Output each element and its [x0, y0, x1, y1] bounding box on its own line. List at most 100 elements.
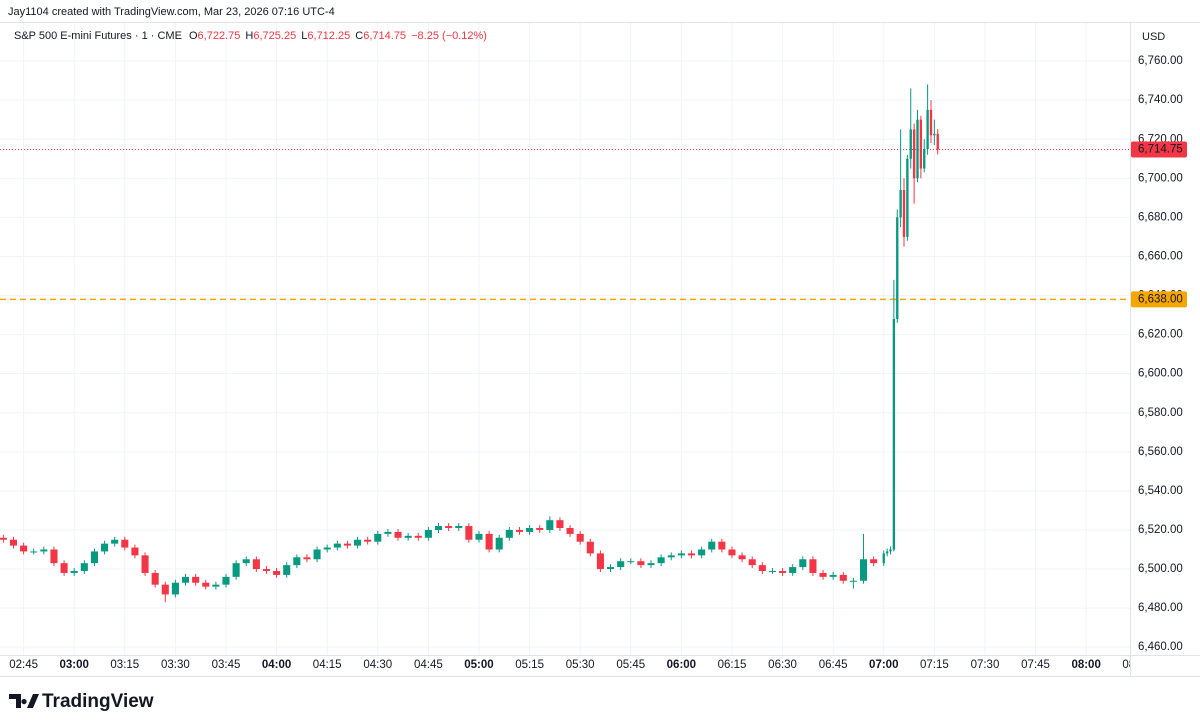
- candle-body: [677, 553, 685, 556]
- candle-body: [293, 557, 301, 566]
- ohlc-key: H: [245, 30, 253, 42]
- candle-body: [667, 555, 675, 558]
- y-tick-label: 6,620.00: [1138, 329, 1183, 341]
- ohlc-key: C: [355, 30, 363, 42]
- candle-body: [202, 582, 210, 587]
- candle-body: [889, 549, 892, 552]
- candle-body: [829, 574, 837, 577]
- candle-body: [262, 569, 271, 571]
- candle-body: [273, 570, 281, 575]
- candle-body: [505, 529, 513, 538]
- candle-body: [181, 576, 190, 583]
- candle-body: [242, 559, 250, 564]
- candle-body: [728, 549, 736, 556]
- candle-body: [424, 529, 432, 538]
- candle-body: [161, 584, 169, 595]
- candle-body: [738, 555, 746, 560]
- ohlc-key: L: [301, 30, 307, 42]
- legend: S&P 500 E-mini Futures · 1 · CME O6,722.…: [14, 30, 487, 42]
- y-tick-label: 6,600.00: [1138, 368, 1183, 380]
- candle-body: [404, 535, 412, 538]
- candle-body: [748, 559, 756, 566]
- x-tick-label: 04:00: [262, 659, 291, 671]
- candle-body: [779, 570, 787, 573]
- x-tick-label: 06:45: [819, 659, 848, 671]
- price-lines: [0, 148, 1130, 301]
- currency: USD: [1142, 31, 1165, 43]
- candle-body: [343, 543, 351, 546]
- candle-body: [789, 567, 797, 573]
- candle-body: [333, 543, 341, 548]
- candle-body: [627, 561, 635, 563]
- logo-icon: [9, 694, 39, 708]
- candle-body: [637, 561, 645, 566]
- x-tick-label: 03:15: [110, 659, 139, 671]
- candle-body: [596, 553, 604, 570]
- candle-body: [40, 549, 48, 552]
- ohlc-value: 6,712.25: [307, 30, 350, 42]
- candle-body: [870, 559, 878, 564]
- candle-body: [485, 533, 493, 550]
- candle-body: [30, 551, 38, 553]
- candle-body: [882, 553, 885, 564]
- x-tick-label: 02:45: [9, 659, 38, 671]
- x-tick-label: 05:00: [464, 659, 493, 671]
- candle-body: [111, 539, 119, 544]
- candle-body: [902, 190, 906, 237]
- x-tick-label: 06:15: [718, 659, 747, 671]
- candle-body: [617, 561, 625, 568]
- candle-body: [303, 557, 311, 560]
- candle-body: [212, 584, 220, 587]
- candle-body: [566, 528, 574, 534]
- candle-body: [475, 533, 483, 540]
- y-tick-label: 6,500.00: [1138, 563, 1183, 575]
- x-tick-label: 08:00: [1071, 659, 1100, 671]
- candle-body: [899, 190, 902, 218]
- candle-body: [323, 547, 331, 550]
- candle-body: [434, 526, 443, 530]
- candle-body: [936, 133, 939, 150]
- candle-body: [80, 563, 88, 571]
- candle-body: [859, 559, 868, 581]
- candle-body: [933, 133, 936, 136]
- ohlc-value: 6,725.25: [253, 30, 296, 42]
- candle-body: [698, 549, 706, 556]
- candle-body: [131, 547, 139, 556]
- brand-logo: TradingView: [9, 691, 154, 712]
- candle-body: [929, 109, 933, 136]
- symbol: S&P 500 E-mini Futures · 1 · CME: [14, 30, 182, 42]
- last-price-label: 6,714.75: [1138, 144, 1183, 156]
- y-tick-label: 6,460.00: [1138, 641, 1183, 653]
- candle-body: [20, 545, 28, 552]
- x-tick-label: 03:00: [59, 659, 88, 671]
- candle-body: [455, 526, 463, 529]
- candle-body: [919, 119, 923, 169]
- candle-body: [354, 539, 362, 546]
- y-tick-label: 6,700.00: [1138, 172, 1183, 184]
- candle-body: [141, 555, 149, 573]
- x-tick-label: 07:15: [920, 659, 949, 671]
- candle-body: [495, 537, 503, 550]
- candle-body: [222, 576, 230, 585]
- candle-body: [0, 537, 7, 540]
- x-tick-label: 07:45: [1021, 659, 1050, 671]
- y-tick-label: 6,560.00: [1138, 446, 1183, 458]
- candle-body: [768, 570, 776, 572]
- credit: Jay1104 created with TradingView.com, Ma…: [8, 6, 335, 18]
- grid: [0, 22, 1138, 655]
- candle-body: [799, 559, 807, 568]
- level-label: 6,638.00: [1138, 293, 1183, 305]
- x-tick-label: 07:30: [971, 659, 1000, 671]
- x-tick-label: 06:30: [768, 659, 797, 671]
- candle-body: [394, 531, 402, 538]
- candle-body: [384, 531, 392, 534]
- candle-body: [9, 539, 18, 546]
- level-label-box: [1131, 291, 1187, 308]
- last-price-box: [1131, 141, 1187, 158]
- candle-body: [60, 563, 68, 573]
- candles: [0, 84, 939, 603]
- candle-body: [896, 217, 899, 319]
- x-tick-label: 05:45: [616, 659, 645, 671]
- y-tick-label: 6,760.00: [1138, 55, 1183, 67]
